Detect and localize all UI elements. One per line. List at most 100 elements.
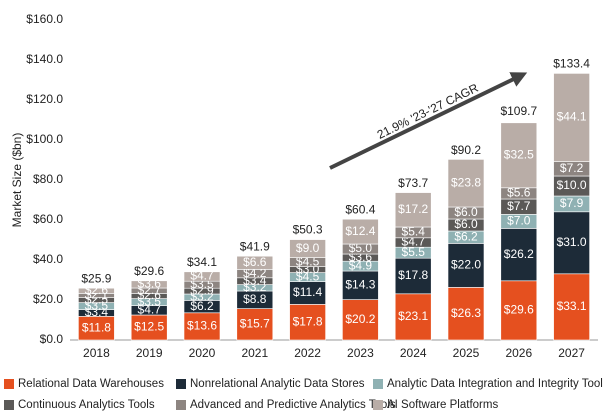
y-tick-label: $140.0: [26, 52, 63, 66]
data-label: $6.6: [243, 255, 267, 269]
data-label: $8.8: [243, 292, 267, 306]
data-label: $5.6: [507, 186, 531, 200]
bar-segment: [289, 239, 326, 258]
data-label: $17.8: [293, 314, 323, 328]
data-label: $11.4: [293, 285, 322, 299]
x-tick-label: 2027: [558, 346, 585, 360]
data-label: $15.7: [240, 316, 270, 330]
data-label: $4.7: [190, 269, 214, 283]
data-label: $9.0: [296, 241, 320, 255]
data-label: $23.8: [451, 175, 481, 189]
legend-label: Continuous Analytics Tools: [18, 399, 155, 411]
x-tick-label: 2024: [400, 346, 427, 360]
legend-label: Nonrelational Analytic Data Stores: [190, 378, 365, 390]
x-tick-label: 2025: [453, 346, 480, 360]
bar-segment: [183, 312, 221, 341]
data-label: $23.1: [398, 309, 428, 323]
data-label: $7.7: [507, 199, 531, 213]
data-label: $7.2: [560, 161, 584, 175]
total-label: $50.3: [293, 223, 323, 237]
bar-segment: [130, 280, 168, 289]
legend-swatch: [4, 379, 14, 389]
bar-segment: [500, 228, 538, 282]
data-label: $14.3: [345, 277, 375, 291]
total-label: $109.7: [500, 104, 537, 118]
x-tick-label: 2020: [189, 346, 216, 360]
data-label: $6.2: [190, 299, 214, 313]
data-label: $7.0: [507, 214, 531, 228]
y-tick-label: $0.0: [40, 332, 64, 346]
annotation: 21.9% '23-'27 CAGR: [375, 81, 481, 142]
bar-segment: [447, 287, 485, 341]
y-axis-label: Market Size ($bn): [10, 133, 24, 228]
data-label: $33.1: [557, 299, 587, 313]
y-tick-label: $120.0: [26, 92, 63, 106]
legend-label: Relational Data Warehouses: [18, 378, 164, 390]
data-label: $13.6: [187, 319, 217, 333]
bar-segment: [553, 273, 590, 341]
data-label: $5.5: [402, 245, 426, 259]
bar-segment: [342, 218, 379, 245]
legend-label: AI Software Platforms: [387, 399, 498, 411]
data-label: $6.0: [454, 205, 478, 219]
data-label: $4.9: [349, 258, 373, 272]
bar-segment: [78, 287, 115, 294]
bar-segment: [289, 304, 326, 341]
legend-swatch: [4, 400, 14, 410]
total-label: $90.2: [451, 143, 481, 157]
bar-segment: [447, 159, 485, 208]
legend-swatch: [373, 400, 383, 410]
bar-segment: [236, 308, 274, 341]
data-label: $22.0: [451, 258, 481, 272]
data-label: $26.3: [451, 306, 481, 320]
total-label: $29.6: [134, 264, 164, 278]
bar-segment: [394, 293, 432, 341]
data-label: $11.8: [82, 320, 111, 334]
x-tick-label: 2018: [83, 346, 110, 360]
y-tick-label: $20.0: [33, 292, 63, 306]
bar-segment: [236, 255, 274, 270]
data-label: $12.5: [134, 320, 164, 334]
bar-segment: [553, 73, 590, 162]
data-label: $26.2: [504, 247, 534, 261]
total-label: $34.1: [187, 255, 217, 269]
data-label: $17.8: [398, 268, 428, 282]
x-tick-label: 2022: [294, 346, 321, 360]
y-tick-label: $100.0: [26, 132, 63, 146]
total-label: $25.9: [81, 271, 111, 285]
data-label: $31.0: [557, 235, 587, 249]
data-label: $10.0: [557, 178, 587, 192]
bar-segment: [342, 299, 379, 341]
legend-swatch: [373, 379, 383, 389]
data-label: $5.0: [349, 241, 373, 255]
bar-segment: [500, 280, 538, 341]
data-label: $20.2: [345, 312, 375, 326]
x-tick-label: 2023: [347, 346, 374, 360]
total-label: $133.4: [553, 56, 590, 70]
bar-segment: [500, 122, 538, 189]
bar-segment: [394, 192, 432, 228]
y-tick-label: $80.0: [33, 172, 63, 186]
y-tick-label: $60.0: [33, 212, 63, 226]
legend-label: Advanced and Predictive Analytics Tools: [190, 399, 396, 411]
data-label: $2.6: [85, 283, 109, 297]
legend-swatch: [176, 400, 186, 410]
total-label: $73.7: [398, 176, 428, 190]
data-label: $7.9: [560, 196, 584, 210]
x-tick-label: 2019: [136, 346, 163, 360]
total-label: $60.4: [345, 202, 375, 216]
total-label: $41.9: [240, 239, 270, 253]
data-label: $4.7: [402, 235, 426, 249]
y-tick-label: $160.0: [26, 12, 63, 26]
legend-swatch: [176, 379, 186, 389]
x-tick-label: 2021: [241, 346, 268, 360]
bar-segment: [553, 211, 590, 275]
data-label: $12.4: [345, 224, 375, 238]
data-label: $3.6: [138, 277, 162, 291]
x-tick-label: 2026: [505, 346, 532, 360]
legend-label: Analytic Data Integration and Integrity …: [387, 378, 603, 390]
bar-segment: [183, 271, 221, 282]
cagr-arrow: [329, 72, 528, 170]
